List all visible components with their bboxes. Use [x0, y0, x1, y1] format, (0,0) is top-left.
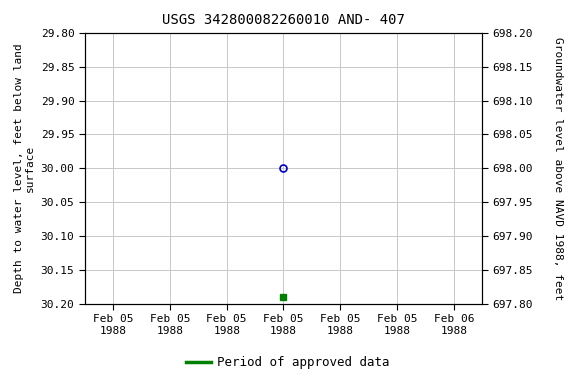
Y-axis label: Depth to water level, feet below land
surface: Depth to water level, feet below land su… — [13, 43, 35, 293]
Title: USGS 342800082260010 AND- 407: USGS 342800082260010 AND- 407 — [162, 13, 405, 28]
Y-axis label: Groundwater level above NAVD 1988, feet: Groundwater level above NAVD 1988, feet — [552, 37, 563, 300]
Legend: Period of approved data: Period of approved data — [181, 351, 395, 374]
